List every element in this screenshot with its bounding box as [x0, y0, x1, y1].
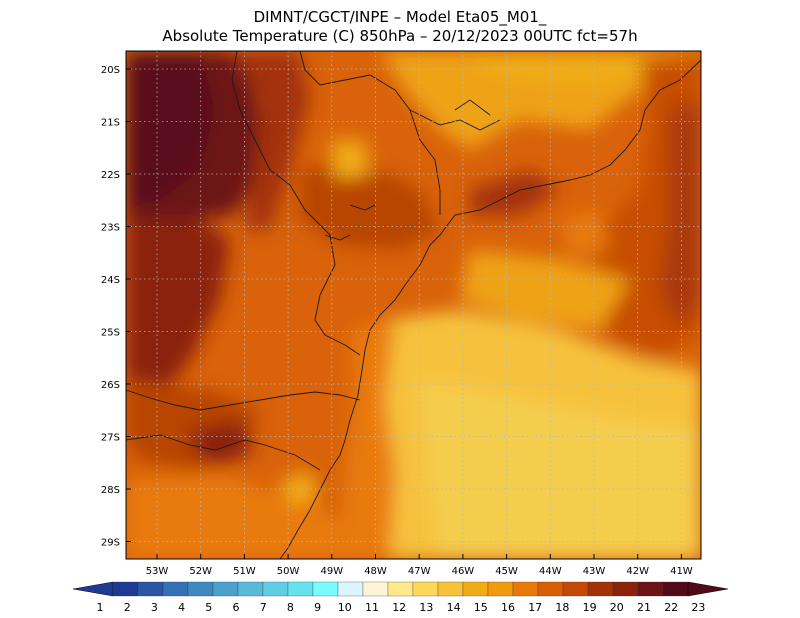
colorbar-label: 11	[365, 601, 379, 614]
colorbar-label: 22	[664, 601, 678, 614]
lon-tick-label: 47W	[408, 566, 431, 577]
colorbar-high-arrow	[687, 581, 729, 597]
temperature-field	[126, 51, 701, 559]
map-frame	[125, 50, 702, 560]
lon-tick-label: 42W	[626, 566, 649, 577]
colorbar-swatch	[487, 581, 514, 597]
lon-tick-label: 43W	[583, 566, 606, 577]
colorbar-swatch	[512, 581, 539, 597]
lat-tick-label: 24S	[101, 275, 120, 286]
colorbar-label: 18	[555, 601, 569, 614]
colorbar-label: 10	[338, 601, 352, 614]
colorbar-swatch	[387, 581, 414, 597]
colorbar-low-arrow	[72, 581, 114, 597]
lat-tick-label: 26S	[101, 380, 120, 391]
lon-tick-label: 46W	[452, 566, 475, 577]
colorbar-label: 21	[637, 601, 651, 614]
colorbar-swatch	[112, 581, 139, 597]
colorbar-label: 13	[419, 601, 433, 614]
lat-tick-label: 23S	[101, 223, 120, 234]
colorbar-label: 8	[287, 601, 294, 614]
lon-tick-label: 45W	[495, 566, 518, 577]
colorbar-label: 2	[124, 601, 131, 614]
map-title-line2: Absolute Temperature (C) 850hPa – 20/12/…	[162, 27, 638, 45]
colorbar-swatch	[612, 581, 639, 597]
colorbar-swatch	[537, 581, 564, 597]
lon-tick-label: 51W	[233, 566, 256, 577]
colorbar-label: 12	[392, 601, 406, 614]
colorbar-swatch	[412, 581, 439, 597]
colorbar-label: 3	[151, 601, 158, 614]
lat-tick-label: 20S	[101, 65, 120, 76]
lat-tick-label: 27S	[101, 433, 120, 444]
longitude-axis: 53W 52W 51W 50W 49W 48W 47W 46W 45W 44W 43W 42W 41W	[146, 554, 693, 577]
colorbar-swatch	[137, 581, 164, 597]
lon-tick-label: 41W	[670, 566, 693, 577]
color-scale-bar: 1 2 3 4 5 6 7 8 9 10 11 12 13 14 15 16 17 18 19 20 21 22 23	[72, 581, 729, 614]
colorbar-swatch	[312, 581, 339, 597]
colorbar-swatch	[187, 581, 214, 597]
colorbar-swatch	[287, 581, 314, 597]
colorbar-swatch	[162, 581, 189, 597]
colorbar-label: 23	[691, 601, 705, 614]
lon-tick-label: 48W	[364, 566, 387, 577]
lon-tick-label: 44W	[539, 566, 562, 577]
colorbar-swatch	[562, 581, 589, 597]
colorbar-label: 5	[205, 601, 212, 614]
colorbar-swatch	[262, 581, 289, 597]
colorbar-label: 19	[583, 601, 597, 614]
colorbar-label: 17	[528, 601, 542, 614]
lat-tick-label: 29S	[101, 538, 120, 549]
lon-tick-label: 53W	[146, 566, 169, 577]
colorbar-label: 14	[447, 601, 461, 614]
colorbar-label: 4	[178, 601, 185, 614]
lon-tick-label: 49W	[320, 566, 343, 577]
colorbar-label: 16	[501, 601, 515, 614]
lat-tick-label: 22S	[101, 170, 120, 181]
map-title-line1: DIMNT/CGCT/INPE – Model Eta05_M01_	[253, 8, 547, 26]
colorbar-swatch	[337, 581, 364, 597]
lat-tick-label: 25S	[101, 328, 120, 339]
colorbar-label: 9	[314, 601, 321, 614]
colorbar-label: 15	[474, 601, 488, 614]
colorbar-swatch	[437, 581, 464, 597]
lat-tick-label: 21S	[101, 118, 120, 129]
latitude-axis: 20S 21S 22S 23S 24S 25S 26S 27S 28S 29S	[101, 65, 131, 549]
lon-tick-label: 50W	[277, 566, 300, 577]
colorbar-label: 20	[610, 601, 624, 614]
colorbar-label: 6	[233, 601, 240, 614]
lon-tick-label: 52W	[189, 566, 212, 577]
colorbar-swatch	[237, 581, 264, 597]
colorbar-swatch	[587, 581, 614, 597]
coastline-and-borders	[126, 51, 701, 559]
colorbar-swatch	[212, 581, 239, 597]
lat-tick-label: 28S	[101, 485, 120, 496]
colorbar-swatch	[662, 581, 689, 597]
colorbar-swatch	[362, 581, 389, 597]
colorbar-label: 1	[97, 601, 104, 614]
colorbar-swatch	[637, 581, 664, 597]
lat-lon-grid	[126, 51, 701, 559]
colorbar-swatch	[462, 581, 489, 597]
colorbar-label: 7	[260, 601, 267, 614]
